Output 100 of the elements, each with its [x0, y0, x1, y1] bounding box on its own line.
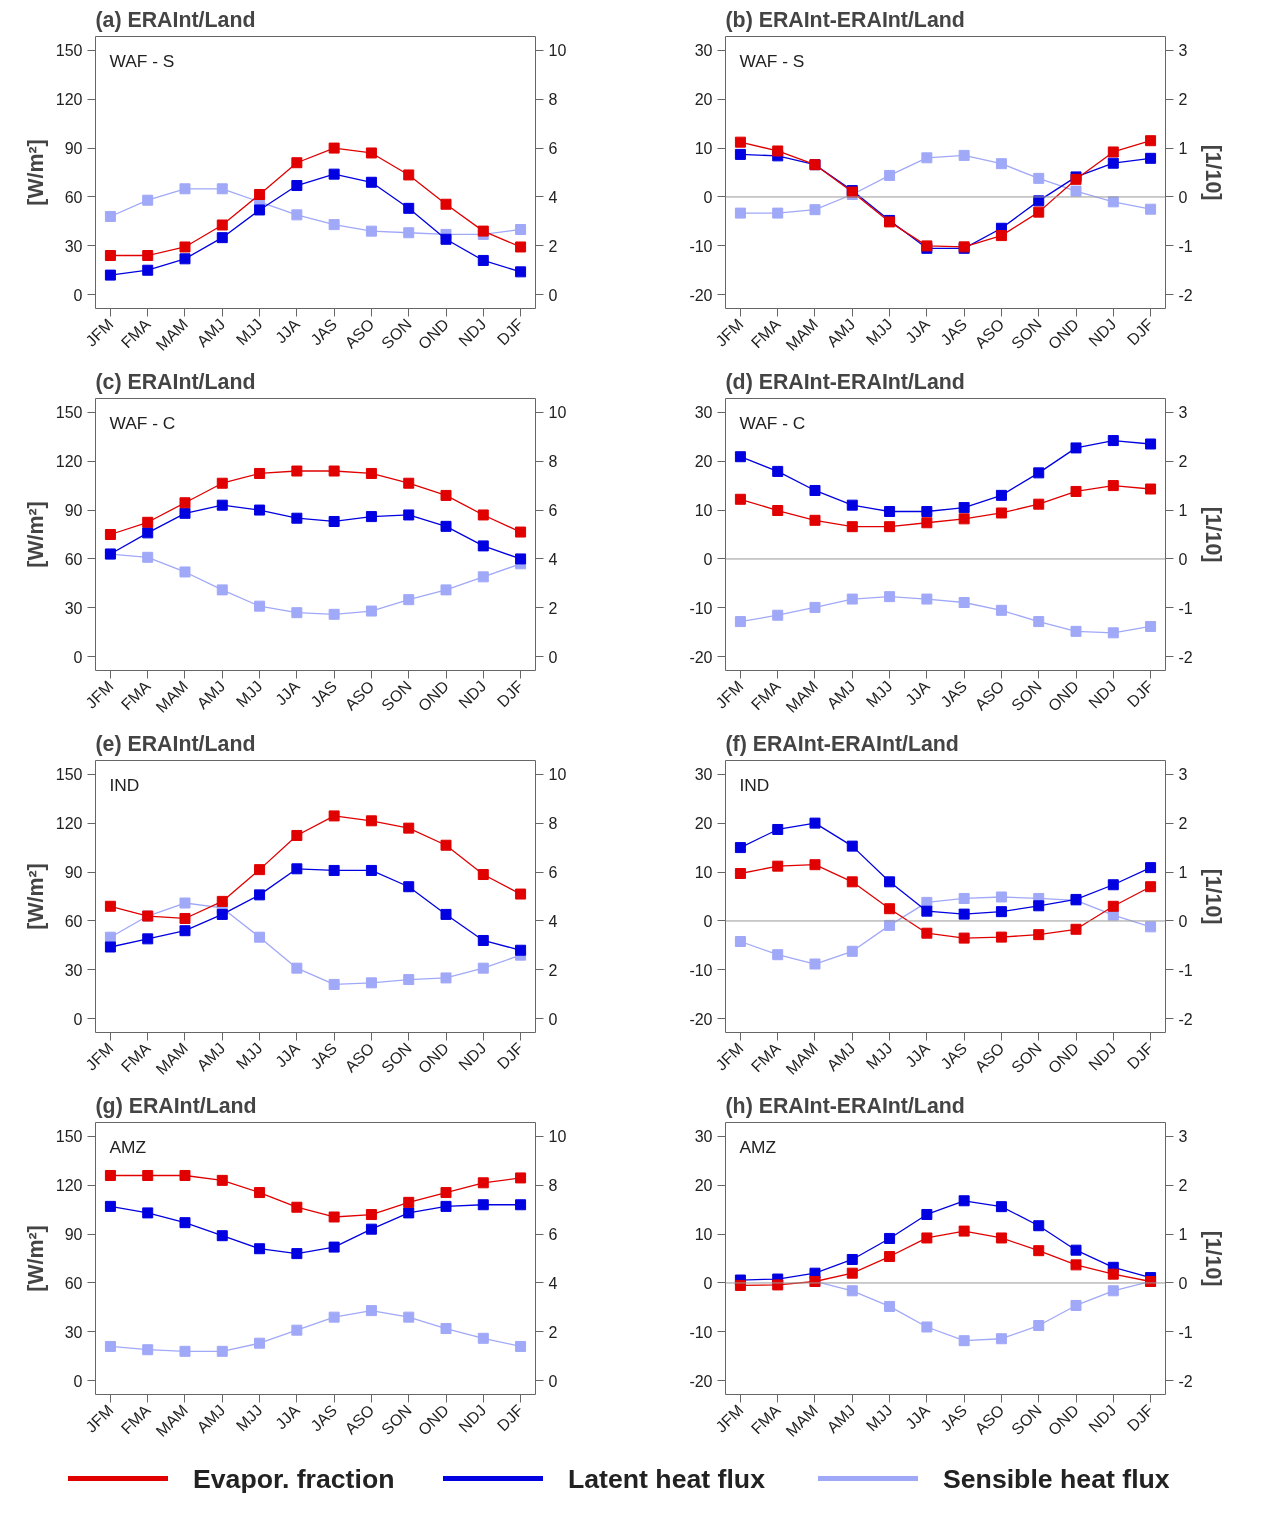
y2-tick-label: 6: [548, 502, 558, 520]
x-tick-label: FMA: [747, 1039, 784, 1076]
y2-tick-label: 2: [548, 237, 558, 255]
y2-tick-label: 2: [548, 599, 558, 617]
y2-tick-label: 10: [548, 42, 567, 60]
x-tick-label: MJJ: [862, 1401, 896, 1435]
chart-title: (f) ERAInt-ERAInt/Land: [725, 731, 959, 756]
x-tick-label: JJA: [901, 1401, 934, 1433]
x-tick-label: FMA: [117, 677, 154, 714]
y-axis-title: [W/m²]: [23, 863, 48, 930]
y2-tick-label: 2: [1178, 1177, 1188, 1195]
x-tick-label: JJA: [901, 1039, 934, 1071]
y-tick-label: 10: [694, 864, 713, 882]
annotation: WAF - S: [109, 50, 175, 71]
y2-tick-label: 6: [548, 140, 558, 158]
y-tick-label: 0: [703, 188, 713, 206]
y-tick-label: -10: [689, 1323, 713, 1341]
x-tick-label: DJF: [493, 677, 527, 711]
y-tick-label: 30: [694, 1128, 713, 1146]
y2-tick-label: 0: [1178, 550, 1188, 568]
y-tick-label: 60: [64, 188, 83, 206]
y2-tick-label: 1: [1178, 140, 1188, 158]
y2-tick-label: 0: [1178, 1274, 1188, 1292]
y-tick-label: 90: [64, 502, 83, 520]
x-tick-label: DJF: [493, 1401, 527, 1435]
chart-title: (a) ERAInt/Land: [95, 7, 256, 32]
y2-tick-label: 8: [548, 453, 558, 471]
annotation: WAF - C: [739, 412, 806, 433]
y-tick-label: 0: [73, 1010, 83, 1028]
y2-tick-label: 3: [1178, 766, 1188, 784]
y2-tick-label: 8: [548, 1177, 558, 1195]
y2-tick-label: 6: [548, 1226, 558, 1244]
y-tick-label: 60: [64, 550, 83, 568]
y2-tick-label: 0: [548, 1372, 558, 1390]
y-tick-label: -10: [689, 961, 713, 979]
y-tick-label: 30: [64, 599, 83, 617]
y2-tick-label: -1: [1178, 1323, 1193, 1341]
annotation: AMZ: [739, 1136, 777, 1157]
x-tick-label: JAS: [937, 1401, 971, 1435]
y2-tick-label: 3: [1178, 1128, 1188, 1146]
x-tick-label: JJA: [271, 1039, 304, 1071]
y2-tick-label: 6: [548, 864, 558, 882]
y-tick-label: 30: [694, 404, 713, 422]
y-tick-label: 0: [73, 286, 83, 304]
x-tick-label: MJJ: [232, 315, 266, 349]
y-tick-label: -10: [689, 237, 713, 255]
y-tick-label: 10: [694, 1226, 713, 1244]
y2-tick-label: 2: [1178, 91, 1188, 109]
x-tick-label: MJJ: [232, 677, 266, 711]
y2-tick-label: 1: [1178, 864, 1188, 882]
y2-tick-label: -2: [1178, 1372, 1193, 1390]
y-tick-label: 30: [694, 42, 713, 60]
annotation: IND: [109, 774, 140, 795]
chart-title: (d) ERAInt-ERAInt/Land: [725, 369, 965, 394]
y2-axis-title: [1/10]: [1200, 868, 1225, 925]
y-tick-label: 20: [694, 815, 713, 833]
y2-tick-label: 10: [548, 766, 567, 784]
y2-tick-label: 10: [548, 404, 567, 422]
y-tick-label: 150: [55, 404, 83, 422]
x-tick-label: JAS: [307, 315, 341, 349]
y2-tick-label: 2: [1178, 815, 1188, 833]
x-tick-label: MJJ: [862, 677, 896, 711]
y-tick-label: -20: [689, 286, 713, 304]
y-tick-label: -20: [689, 648, 713, 666]
x-tick-label: MJJ: [862, 315, 896, 349]
x-tick-label: FMA: [747, 1401, 784, 1438]
y-tick-label: 60: [64, 1274, 83, 1292]
chart-title: (c) ERAInt/Land: [95, 369, 256, 394]
x-tick-label: DJF: [1123, 677, 1157, 711]
y-tick-label: 60: [64, 912, 83, 930]
x-tick-label: JJA: [271, 1401, 304, 1433]
y-tick-label: 0: [73, 648, 83, 666]
annotation: WAF - S: [739, 50, 805, 71]
y-tick-label: 10: [694, 502, 713, 520]
chart-title: (e) ERAInt/Land: [95, 731, 256, 756]
y2-tick-label: 10: [548, 1128, 567, 1146]
y2-tick-label: 0: [1178, 912, 1188, 930]
annotation: IND: [739, 774, 770, 795]
y-tick-label: -10: [689, 599, 713, 617]
y-tick-label: 30: [64, 237, 83, 255]
y-tick-label: 150: [55, 42, 83, 60]
x-tick-label: DJF: [1123, 1401, 1157, 1435]
y-tick-label: 20: [694, 453, 713, 471]
x-tick-label: DJF: [1123, 1039, 1157, 1073]
y-axis-title: [W/m²]: [23, 501, 48, 568]
y-tick-label: 0: [703, 1274, 713, 1292]
x-tick-label: JJA: [271, 315, 304, 347]
x-tick-label: DJF: [493, 1039, 527, 1073]
y-tick-label: 120: [55, 453, 83, 471]
y2-tick-label: -1: [1178, 599, 1193, 617]
x-tick-label: FMA: [117, 315, 154, 352]
chart-title: (h) ERAInt-ERAInt/Land: [725, 1093, 965, 1118]
y2-tick-label: 3: [1178, 42, 1188, 60]
y2-tick-label: -1: [1178, 237, 1193, 255]
y-tick-label: 120: [55, 91, 83, 109]
y-tick-label: 0: [703, 550, 713, 568]
y2-tick-label: 0: [548, 1010, 558, 1028]
y2-tick-label: 8: [548, 91, 558, 109]
chart-title: (g) ERAInt/Land: [95, 1093, 257, 1118]
y2-axis-title: [1/10]: [1200, 144, 1225, 201]
